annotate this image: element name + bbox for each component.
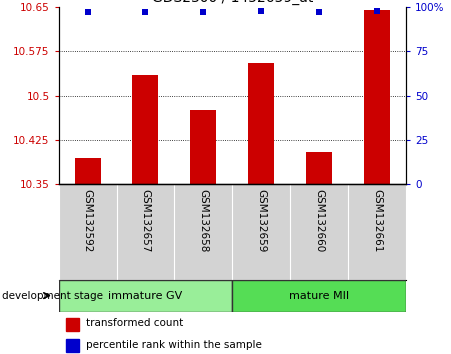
- Bar: [74, 158, 101, 184]
- Bar: [248, 63, 274, 184]
- Bar: [190, 110, 216, 184]
- Text: GSM132592: GSM132592: [83, 189, 92, 252]
- Bar: [59, 280, 232, 312]
- Text: GSM132659: GSM132659: [256, 189, 266, 252]
- Bar: [232, 280, 406, 312]
- Bar: [65, 339, 79, 352]
- Text: GSM132660: GSM132660: [314, 189, 324, 252]
- Text: mature MII: mature MII: [289, 291, 349, 301]
- Text: transformed count: transformed count: [87, 318, 184, 329]
- Bar: [306, 152, 332, 184]
- Bar: [65, 318, 79, 331]
- Text: GSM132661: GSM132661: [372, 189, 382, 252]
- Text: development stage: development stage: [2, 291, 103, 301]
- Text: percentile rank within the sample: percentile rank within the sample: [87, 339, 262, 350]
- Title: GDS2300 / 1452659_at: GDS2300 / 1452659_at: [152, 0, 313, 5]
- Bar: [133, 75, 158, 184]
- Text: GSM132658: GSM132658: [198, 189, 208, 252]
- Text: GSM132657: GSM132657: [140, 189, 151, 252]
- Text: immature GV: immature GV: [108, 291, 183, 301]
- Bar: [364, 10, 390, 184]
